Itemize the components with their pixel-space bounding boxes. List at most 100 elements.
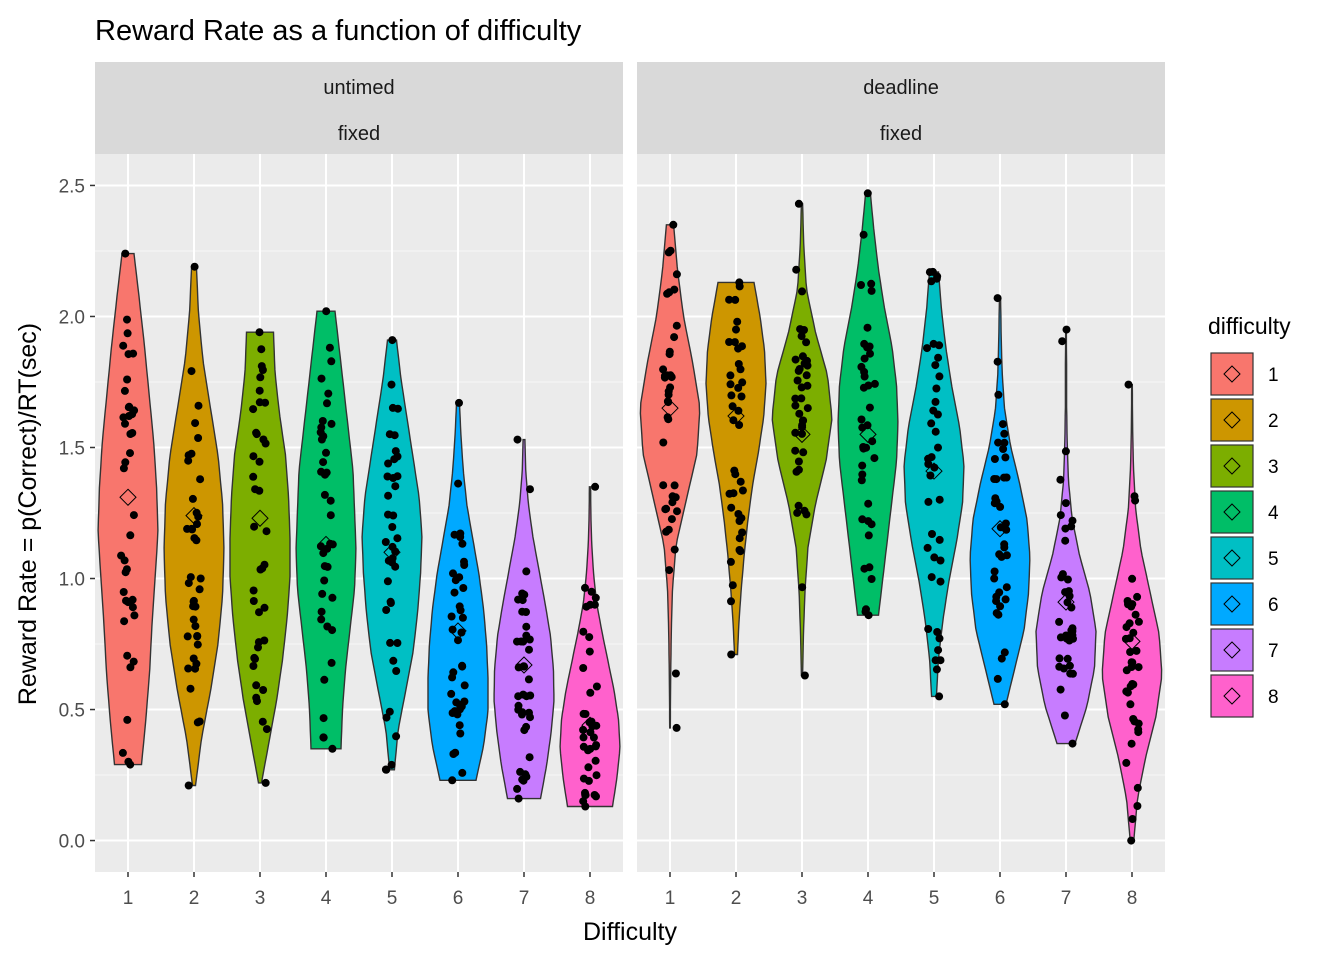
data-point [1134,728,1143,737]
data-point [1065,661,1074,670]
data-point [993,674,1002,683]
data-point [924,454,933,463]
data-point [668,492,677,501]
legend-key-8 [1210,674,1254,718]
data-point [1060,711,1069,720]
data-point [130,611,139,620]
data-point [328,744,337,753]
data-point [791,401,800,410]
legend-label-1: 1 [1268,365,1279,386]
data-point [123,651,132,660]
legend-key-7 [1210,628,1254,672]
data-point [450,588,459,597]
legend-key-marker [1223,549,1241,567]
data-point [738,486,747,495]
data-point [382,713,391,722]
data-point [458,613,467,622]
data-point [188,494,197,503]
x-tick-label: 6 [453,888,464,909]
data-point [1055,654,1064,663]
data-point [1122,758,1131,767]
x-tick-label: 6 [995,888,1006,909]
data-point [930,553,939,562]
data-point [522,722,531,731]
violin-1 [639,224,701,729]
data-point [660,373,669,382]
data-point [456,729,465,738]
data-point [1000,473,1008,482]
data-point [187,449,196,458]
facet-strip [95,62,623,154]
data-point [579,664,588,672]
legend-key-5 [1210,536,1254,580]
data-point [320,675,329,684]
data-point [1000,543,1009,552]
legend-key-2 [1210,398,1254,442]
data-point [793,376,802,385]
data-point [672,321,681,330]
data-point [119,341,128,350]
data-point [254,643,262,652]
data-point [1000,429,1009,438]
data-point [1063,575,1072,584]
x-tick-label: 8 [1127,888,1138,909]
data-point [519,776,528,785]
data-point [990,574,999,583]
data-point [1127,658,1136,667]
data-point [1061,524,1070,533]
data-point [1061,447,1070,456]
data-point [119,588,128,596]
data-point [802,510,811,519]
data-point [262,725,271,734]
data-point [732,325,740,334]
data-point [391,562,400,571]
data-point [592,682,601,691]
data-point [727,597,735,606]
data-point [734,383,743,392]
data-point [252,681,261,690]
data-point [1056,475,1065,484]
data-point [664,387,673,396]
violin-3 [229,331,291,784]
data-point [513,784,522,793]
data-point [448,625,457,634]
data-point [1000,648,1009,657]
data-point [794,501,803,510]
y-tick-label: 0.5 [59,701,85,722]
data-point [183,524,192,533]
data-point [726,557,735,566]
data-point [455,398,463,407]
data-point [460,697,469,706]
data-point [196,574,205,583]
data-point [387,760,396,769]
data-point [659,365,668,374]
data-point [189,615,198,624]
data-point [323,399,331,408]
data-point [997,654,1006,663]
data-point [123,315,131,324]
data-point [992,597,1001,606]
data-point [663,397,672,406]
data-point [1126,700,1135,709]
data-point [1058,337,1067,346]
data-point [803,404,812,413]
legend-key-marker [1223,365,1241,383]
data-point [458,661,467,670]
data-point [670,545,679,554]
data-point [316,542,325,551]
data-point [1065,592,1074,600]
data-point [524,675,533,684]
data-point [123,375,132,384]
data-point [191,419,200,428]
x-tick-label: 1 [665,888,676,909]
data-point [388,523,397,531]
data-point [738,342,746,351]
data-point [196,475,205,484]
data-point [318,589,327,598]
data-point [518,710,526,719]
data-point [129,511,138,520]
data-point [260,603,269,612]
data-point [1066,669,1075,678]
mean-marker [515,656,533,674]
